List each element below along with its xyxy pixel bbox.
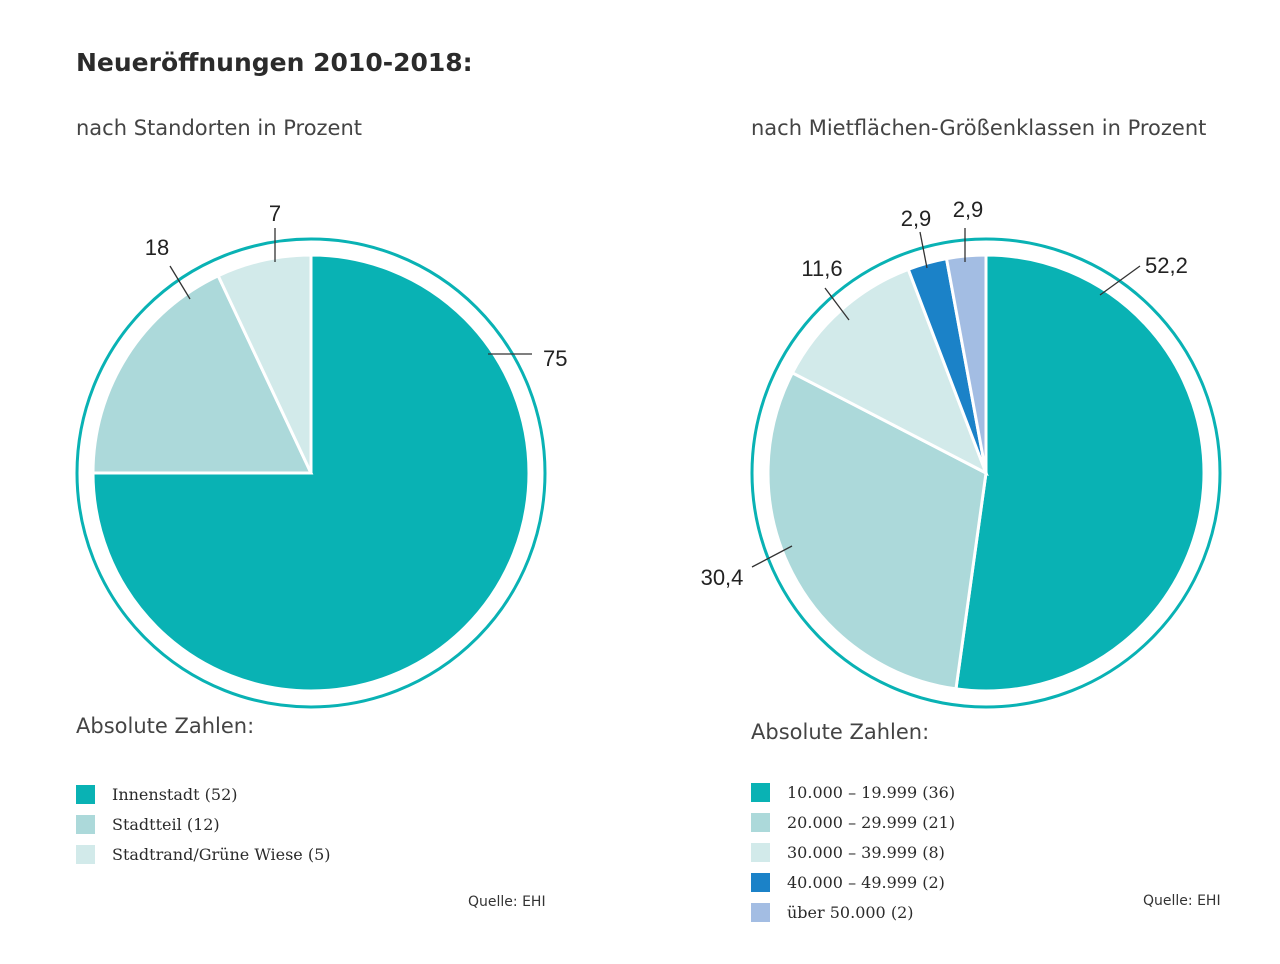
legend-label: 30.000 – 39.999 (8) — [787, 842, 945, 862]
legend-label: 40.000 – 49.999 (2) — [787, 872, 945, 892]
legend-item: Innenstadt (52) — [76, 779, 331, 809]
page-title: Neueröffnungen 2010-2018: — [76, 48, 473, 77]
legend-label: 10.000 – 19.999 (36) — [787, 782, 956, 802]
legend-swatch — [76, 784, 95, 804]
chart1-source: Quelle: EHI — [468, 894, 546, 910]
leader-line — [824, 287, 850, 321]
legend-swatch — [751, 902, 770, 922]
pie-slice — [944, 253, 988, 474]
legend-item: 10.000 – 19.999 (36) — [751, 777, 955, 807]
slice-label: 2,9 — [953, 197, 984, 222]
chart2-source: Quelle: EHI — [1143, 893, 1221, 909]
legend-item: 20.000 – 29.999 (21) — [751, 807, 955, 837]
legend-label: Stadtrand/Grüne Wiese (5) — [112, 844, 331, 864]
legend-swatch — [751, 782, 770, 802]
chart2-legend: 10.000 – 19.999 (36) 20.000 – 29.999 (21… — [751, 777, 955, 927]
slice-label: 7 — [269, 201, 281, 226]
legend-item: Stadtrand/Grüne Wiese (5) — [76, 839, 331, 869]
slice-label: 11,6 — [801, 256, 842, 281]
legend-item: 40.000 – 49.999 (2) — [751, 867, 955, 897]
leader-line — [919, 231, 928, 269]
leader-line — [751, 545, 793, 568]
slice-label: 30,4 — [701, 565, 744, 590]
legend-swatch — [751, 842, 770, 862]
legend-swatch — [76, 814, 95, 834]
legend-label: Stadtteil (12) — [112, 814, 220, 834]
leader-line — [169, 265, 191, 300]
pie-slice — [91, 273, 314, 475]
pie-chart-standorte: 75 18 7 — [75, 201, 567, 709]
pie-ring — [75, 237, 547, 709]
leader-line — [1099, 265, 1141, 296]
slice-label: 2,9 — [901, 206, 932, 231]
chart2-legend-title: Absolute Zahlen: — [751, 720, 930, 744]
chart1-legend: Innenstadt (52) Stadtteil (12) Stadtrand… — [76, 779, 331, 869]
pie-ring — [750, 237, 1222, 709]
pie-chart-mietflaechen: 52,2 30,4 11,6 2,9 2,9 — [701, 197, 1222, 709]
legend-item: 30.000 – 39.999 (8) — [751, 837, 955, 867]
legend-swatch — [751, 872, 770, 892]
legend-swatch — [76, 844, 95, 864]
legend-item: Stadtteil (12) — [76, 809, 331, 839]
chart1-legend-title: Absolute Zahlen: — [76, 714, 255, 738]
slice-label: 18 — [145, 235, 169, 260]
legend-item: über 50.000 (2) — [751, 897, 955, 927]
legend-label: Innenstadt (52) — [112, 784, 238, 804]
pie-slice — [954, 253, 1206, 693]
pie-slice — [790, 267, 989, 477]
pie-slice — [766, 370, 988, 691]
slice-label: 75 — [543, 346, 567, 371]
legend-label: über 50.000 (2) — [787, 902, 914, 922]
chart1-subtitle: nach Standorten in Prozent — [76, 116, 363, 140]
slice-label: 52,2 — [1145, 253, 1188, 278]
legend-swatch — [751, 812, 770, 832]
chart2-subtitle: nach Mietflächen-Größenklassen in Prozen… — [751, 116, 1207, 140]
legend-label: 20.000 – 29.999 (21) — [787, 812, 956, 832]
pie-slice — [216, 253, 313, 474]
